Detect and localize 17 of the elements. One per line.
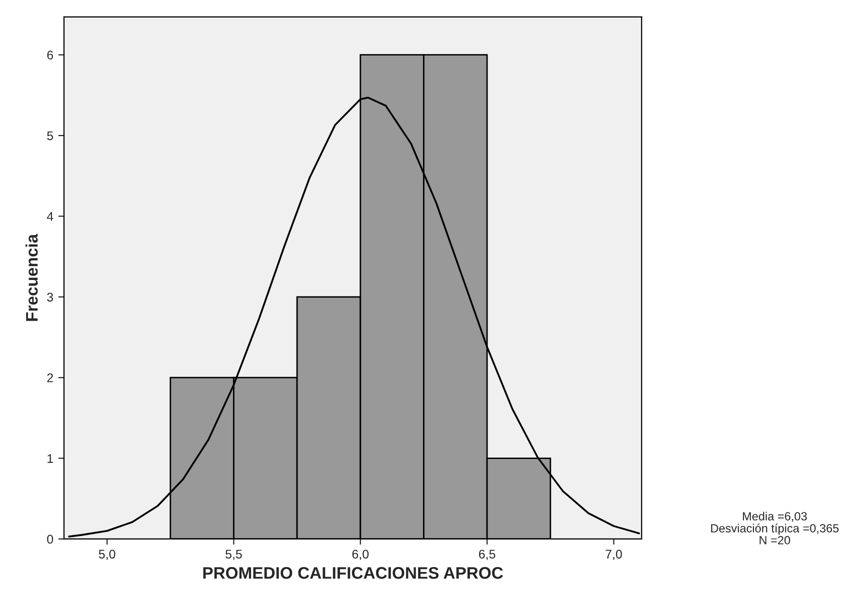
y-tick-label: 3 (47, 292, 54, 302)
y-tick-label: 4 (46, 212, 54, 221)
y-axis-title: Frecuencia (26, 234, 38, 321)
text: Media =6,03 (742, 512, 807, 522)
x-tick-label: 5,5 (226, 550, 242, 560)
x-axis-title: PROMEDIO CALIFICACIONES APROC (203, 567, 503, 579)
x-tick-label: 6,5 (479, 550, 496, 560)
y-tick-label: 5 (47, 131, 54, 140)
x-tick-label: 7,0 (606, 550, 622, 560)
y-tick-label: 0 (47, 534, 54, 544)
y-tick-label: 6 (47, 50, 54, 60)
y-tick-label: 2 (47, 373, 53, 382)
y-tick-label: 1 (48, 454, 53, 463)
text: Desviación típica =0,365 (711, 524, 839, 535)
text: N =20 (760, 536, 790, 544)
x-tick-label: 5,0 (98, 550, 116, 560)
x-tick-label: 6,0 (352, 550, 369, 560)
